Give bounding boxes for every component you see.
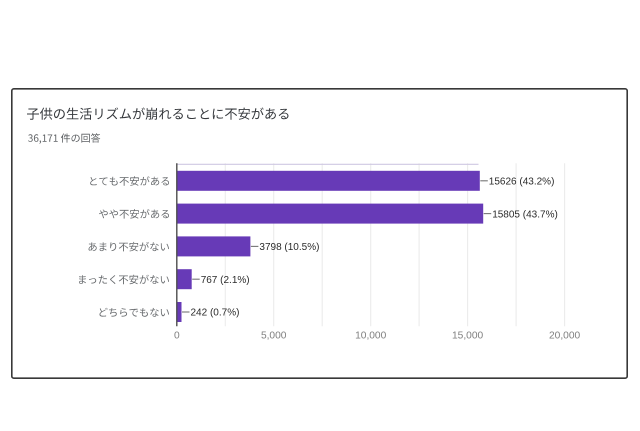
svg-text:15626 (43.2%): 15626 (43.2%): [489, 177, 555, 188]
svg-text:0: 0: [174, 331, 180, 342]
svg-text:5,000: 5,000: [261, 331, 287, 342]
svg-text:767 (2.1%): 767 (2.1%): [201, 275, 250, 286]
svg-text:20,000: 20,000: [549, 331, 580, 342]
svg-text:242 (0.7%): 242 (0.7%): [191, 308, 240, 319]
svg-text:10,000: 10,000: [355, 331, 386, 342]
svg-text:3798 (10.5%): 3798 (10.5%): [259, 242, 319, 253]
svg-text:15805 (43.7%): 15805 (43.7%): [492, 209, 558, 220]
svg-text:15,000: 15,000: [452, 331, 483, 342]
